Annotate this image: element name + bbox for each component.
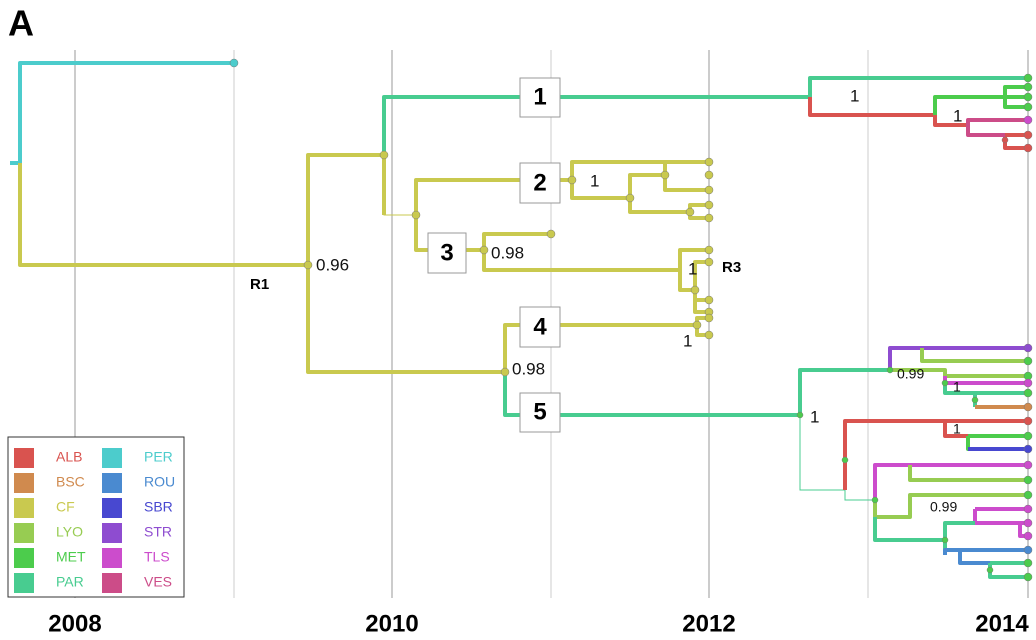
legend-swatch (14, 498, 34, 518)
branch (844, 490, 875, 501)
support-value: 1 (810, 407, 819, 426)
legend-swatch (14, 548, 34, 568)
legend-swatch (102, 523, 122, 543)
support-value: 1 (953, 421, 961, 437)
node-label: R3 (722, 259, 741, 276)
year-label: 2008 (48, 610, 101, 637)
clade-boxes: 1 2 3 4 5 (427, 77, 561, 433)
clade-label: 5 (533, 398, 546, 425)
branch (808, 97, 1028, 150)
year-label: 2012 (682, 610, 735, 637)
branch (966, 118, 1028, 137)
legend-swatch (102, 473, 122, 493)
node-dots (229, 58, 1033, 582)
branch (943, 548, 1028, 565)
legend-swatch (102, 448, 122, 468)
legend-swatch (102, 548, 122, 568)
supports: 1 1 0.96 0.98 1 1 1 0.98 0.99 1 1 1 0.99… (250, 86, 962, 514)
clade-box (519, 392, 561, 433)
support-value: 0.96 (316, 255, 349, 274)
branch (799, 415, 845, 491)
support-value: 0.99 (897, 366, 924, 382)
clade-box (519, 162, 561, 204)
branch (383, 155, 416, 216)
year-label: 2014 (975, 610, 1029, 637)
legend-box (7, 436, 185, 598)
support-value: 1 (688, 259, 697, 278)
legend-swatch (14, 448, 34, 468)
support-value: 0.98 (512, 359, 545, 378)
branch (988, 561, 1028, 579)
legend-swatch (102, 498, 122, 518)
legend-label: SBR (144, 499, 173, 515)
legend: ALB BSC CF LYO MET PAR PER ROU SBR STR TLS VES (7, 436, 185, 598)
clade-label: 3 (440, 239, 453, 266)
clade-label: 4 (533, 313, 547, 340)
panel-label: A (8, 3, 34, 44)
legend-swatch (14, 573, 34, 593)
grid (74, 50, 1029, 598)
legend-label: BSC (56, 474, 85, 490)
support-value: 1 (683, 331, 692, 350)
support-value: 0.99 (930, 499, 957, 515)
year-label: 2010 (365, 610, 418, 637)
support-value: 1 (953, 379, 961, 395)
legend-label: ALB (56, 449, 82, 465)
clade-label: 1 (533, 83, 546, 110)
legend-swatch (14, 473, 34, 493)
branch (873, 465, 1028, 519)
branch (873, 463, 1028, 500)
branch (933, 85, 1028, 115)
branch (888, 346, 1028, 370)
clade-box (519, 77, 561, 118)
legend-label: PER (144, 449, 173, 465)
legend-label: MET (56, 549, 86, 565)
legend-label: LYO (56, 524, 83, 540)
support-value: 0.98 (491, 243, 524, 262)
legend-label: VES (144, 574, 172, 590)
legend-label: CF (56, 499, 75, 515)
clade-label: 2 (533, 169, 546, 196)
branch (414, 160, 709, 220)
branch (382, 76, 1028, 417)
tree (10, 58, 1033, 582)
clade-box (427, 232, 467, 274)
legend-label: TLS (144, 549, 170, 565)
support-value: 1 (590, 171, 599, 190)
legend-label: ROU (144, 474, 175, 490)
support-value: 1 (953, 106, 962, 125)
node-label: R1 (250, 276, 269, 293)
support-value: 1 (850, 86, 859, 105)
legend-label: STR (144, 524, 172, 540)
legend-label: PAR (56, 574, 84, 590)
legend-swatch (102, 573, 122, 593)
branch (890, 348, 1028, 378)
branch (10, 61, 234, 165)
legend-swatch (14, 523, 34, 543)
time-axis: 2008 2010 2012 2014 (48, 610, 1029, 637)
branch (973, 507, 1028, 538)
clade-box (519, 306, 561, 348)
branch (306, 265, 709, 374)
branch (843, 419, 1028, 490)
